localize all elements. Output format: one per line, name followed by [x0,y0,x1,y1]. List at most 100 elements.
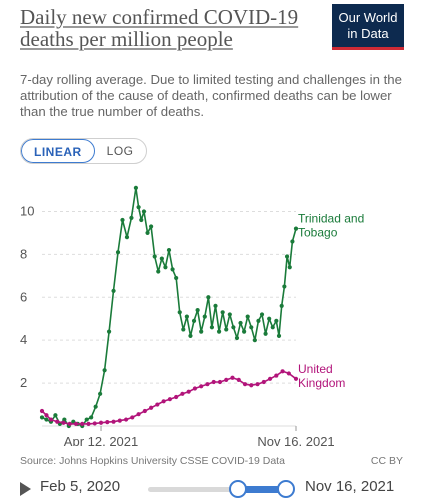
data-point [98,420,104,425]
data-point [161,399,166,404]
timeline-end-handle[interactable] [277,480,295,498]
data-point [117,418,122,423]
data-point [290,239,295,244]
data-point [55,419,60,424]
series-line [41,187,297,427]
data-point [67,421,72,426]
data-point [130,415,135,420]
data-point [84,417,89,422]
data-point [167,397,172,402]
timeline-start-label: Feb 5, 2020 [40,478,121,495]
timeline-track[interactable] [148,487,286,492]
data-point [174,394,179,400]
data-point [48,417,54,422]
data-point [115,250,121,255]
data-point [263,331,268,336]
data-point [242,329,247,334]
data-point [184,314,189,319]
line-chart[interactable]: 2 4 6 8 10 Apr 12, 2021 Nov 16, 2021 Trinidad… [0,176,423,446]
data-point [202,314,207,319]
data-point [111,288,116,293]
x-tick-label: Nov 16, 2021 [257,434,334,446]
data-point [123,417,129,422]
data-point [284,254,290,259]
data-point [211,379,216,385]
data-point [177,310,182,315]
chart-subtitle: 7-day rolling average. Due to limited te… [20,72,402,119]
data-point [149,405,154,410]
data-point [102,368,107,373]
data-point [163,265,168,270]
data-point [120,217,125,223]
data-point [216,329,222,334]
data-point [44,413,49,418]
data-point [139,217,144,223]
data-point [86,421,91,426]
y-tick-label: 8 [20,246,27,261]
data-point [279,303,284,308]
data-point [227,312,232,317]
data-point [256,318,261,323]
data-point [280,369,285,374]
owid-logo[interactable]: Our World in Data [332,4,404,50]
license-link[interactable]: CC BY [370,455,403,467]
data-point [209,325,215,330]
data-point [287,265,292,270]
data-point [217,379,223,385]
data-point [155,402,160,407]
data-point [136,205,141,210]
data-point [192,386,198,391]
data-point [270,325,275,330]
timeline-start-handle[interactable] [229,480,247,498]
play-icon[interactable] [20,482,31,496]
data-point [261,379,266,385]
data-point [111,419,116,424]
data-point [231,325,236,330]
data-point [166,247,172,253]
data-point [149,224,154,229]
data-point [245,314,250,319]
scale-log-button[interactable]: LOG [106,144,134,158]
data-point [61,420,66,425]
y-tick-label: 10 [20,203,34,218]
data-point [53,413,58,418]
data-point [39,408,45,414]
data-point [92,421,97,426]
y-axis-ticks: 2 4 6 8 10 [20,203,34,390]
data-point [274,318,279,323]
data-point [156,269,161,274]
series-label: Kingdom [298,376,345,390]
source-note[interactable]: Source: Johns Hopkins University CSSE CO… [20,455,285,467]
data-point [220,310,225,315]
data-point [252,338,257,343]
data-point [141,209,147,214]
chart-grid [42,210,296,427]
series-layer [39,185,299,429]
data-point [234,335,240,341]
data-point [170,267,175,272]
data-point [282,284,287,289]
data-point [195,308,200,313]
data-point [238,320,243,326]
x-axis-ticks: Apr 12, 2021 Nov 16, 2021 [64,426,335,446]
data-point [242,382,248,387]
data-point [276,333,282,338]
data-point [224,327,229,332]
data-point [80,421,85,426]
data-point [180,391,185,396]
data-point [267,376,273,381]
data-point [174,275,179,281]
scale-linear-button[interactable]: LINEAR [21,139,95,163]
data-point [286,371,291,376]
series-label: United [298,362,333,376]
data-point [206,295,211,300]
data-point [159,256,164,261]
y-tick-label: 6 [20,289,27,304]
data-point [274,373,279,378]
chart-title[interactable]: Daily new confirmed COVID-19 deaths per … [20,5,299,51]
data-point [106,329,112,334]
data-point [249,325,254,330]
data-point [124,235,130,240]
data-point [213,303,218,308]
